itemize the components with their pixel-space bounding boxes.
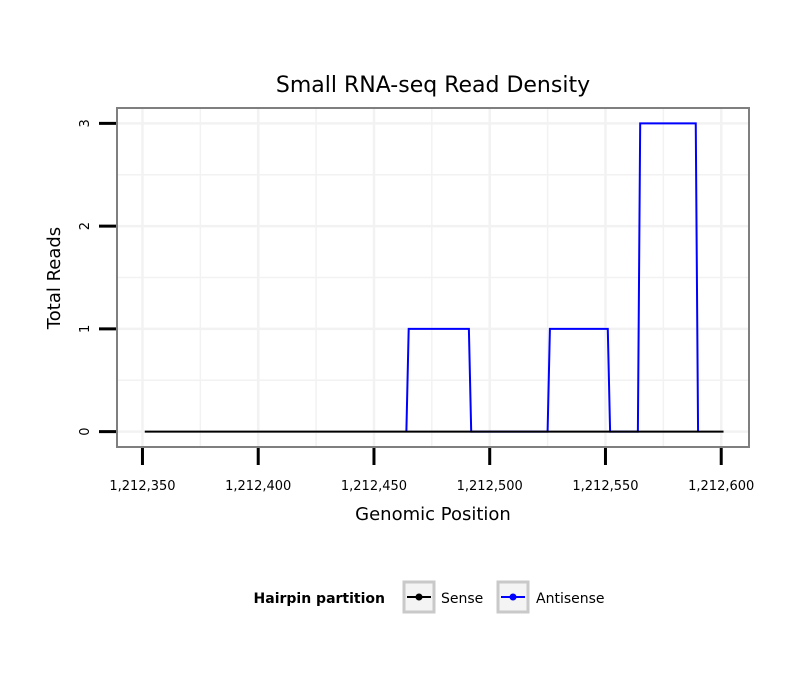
series-lines [144, 122, 724, 433]
legend-key-sense-point [415, 593, 423, 601]
x-tick-label: 1,212,550 [572, 479, 638, 494]
chart-title: Small RNA-seq Read Density [276, 73, 590, 98]
x-tick-label: 1,212,400 [225, 479, 291, 494]
y-tick-label: 3 [78, 119, 93, 127]
x-tick-label: 1,212,350 [109, 479, 175, 494]
y-tick-label: 2 [78, 222, 93, 230]
legend: Hairpin partition Sense Antisense [254, 580, 605, 614]
legend-key-antisense-point [509, 593, 517, 601]
y-axis: 0 1 2 3 [78, 119, 116, 436]
y-tick-label: 0 [78, 427, 93, 435]
x-axis: 1,212,350 1,212,400 1,212,450 1,212,500 1,21… [109, 448, 754, 494]
legend-title: Hairpin partition [254, 591, 385, 607]
y-axis-title: Total Reads [44, 227, 65, 330]
x-tick-label: 1,212,500 [457, 479, 523, 494]
series-line-antisense [405, 122, 700, 433]
y-tick-label: 1 [78, 325, 93, 333]
x-axis-title: Genomic Position [355, 504, 511, 525]
x-tick-label: 1,212,600 [688, 479, 754, 494]
panel-border [116, 107, 750, 448]
x-tick-label: 1,212,450 [341, 479, 407, 494]
legend-label-sense: Sense [441, 591, 483, 607]
legend-label-antisense: Antisense [536, 591, 605, 607]
